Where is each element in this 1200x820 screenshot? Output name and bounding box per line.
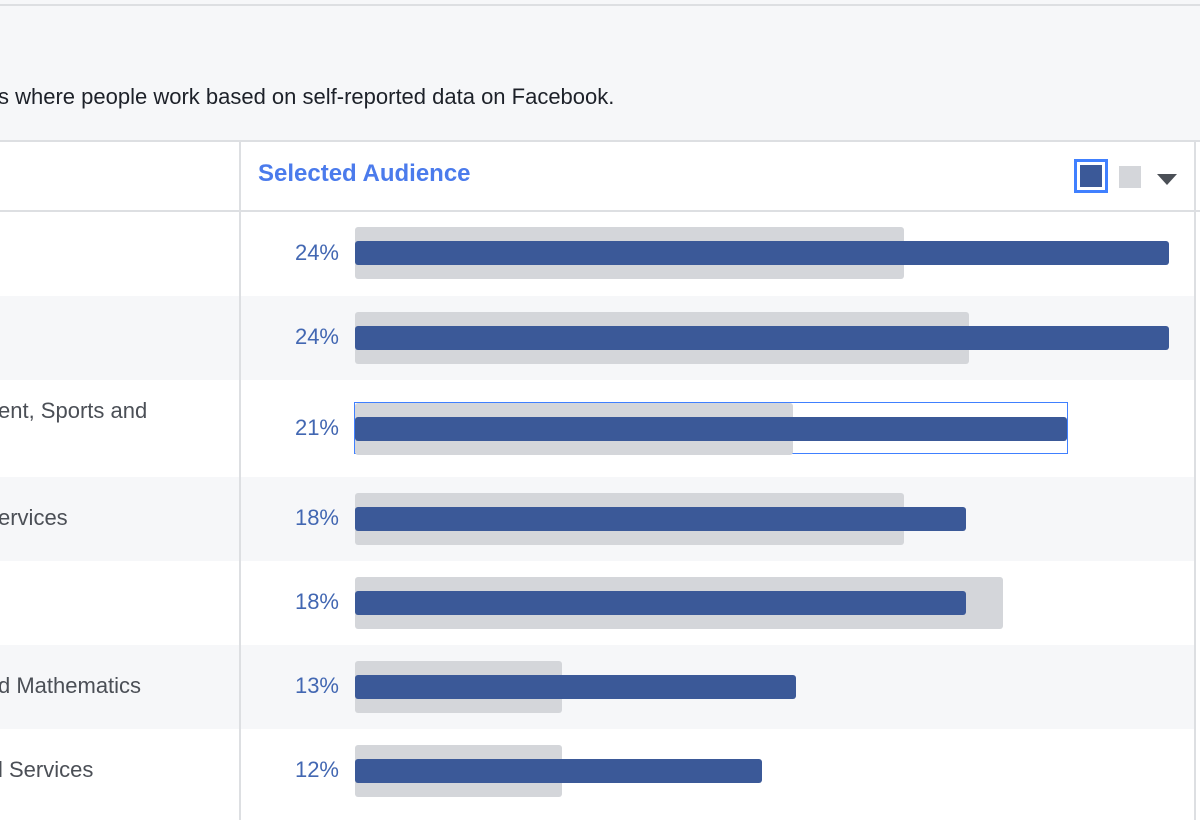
row-percent: 24%: [294, 240, 339, 265]
top-border: [0, 0, 1200, 6]
table-row[interactable]: 24%: [0, 296, 1194, 380]
selected-audience-bar[interactable]: [355, 326, 1169, 350]
column-divider: [239, 142, 241, 820]
row-label: d Mathematics: [0, 673, 142, 698]
data-rows: 24% 24% ent, Sports and 21% ervices 18% 18% d M…: [0, 212, 1194, 813]
row-label: l Services: [0, 757, 94, 782]
chevron-down-icon[interactable]: [1157, 174, 1177, 185]
selected-audience-bar[interactable]: [355, 416, 1068, 441]
row-percent: 12%: [294, 757, 339, 782]
row-percent: 13%: [294, 673, 339, 698]
selected-audience-bar[interactable]: [355, 507, 966, 531]
table-row[interactable]: l Services 12%: [0, 729, 1194, 813]
selected-audience-bar[interactable]: [355, 675, 796, 699]
table-row[interactable]: ervices 18%: [0, 477, 1194, 561]
selected-swatch-icon: [1080, 165, 1102, 187]
table-row[interactable]: 24%: [0, 212, 1194, 296]
table-row[interactable]: ent, Sports and 21%: [0, 380, 1194, 477]
selected-audience-toggle[interactable]: [1074, 159, 1108, 193]
row-percent: 21%: [294, 414, 339, 440]
selected-audience-bar[interactable]: [355, 759, 762, 783]
row-percent: 18%: [294, 589, 339, 614]
row-label: ervices: [0, 505, 68, 530]
description-text: s where people work based on self-report…: [0, 84, 615, 109]
row-percent: 18%: [294, 505, 339, 530]
table-header: Selected Audience: [0, 142, 1200, 212]
description-panel: s where people work based on self-report…: [0, 6, 1200, 142]
right-edge-divider: [1194, 142, 1196, 820]
selected-audience-bar[interactable]: [355, 241, 1169, 265]
table-row[interactable]: d Mathematics 13%: [0, 645, 1194, 729]
selected-audience-title: Selected Audience: [258, 160, 471, 187]
selected-audience-bar[interactable]: [355, 591, 966, 615]
compare-audience-toggle[interactable]: [1119, 166, 1141, 188]
table-row[interactable]: 18%: [0, 561, 1194, 645]
row-label: ent, Sports and: [0, 397, 148, 423]
row-percent: 24%: [294, 324, 339, 349]
